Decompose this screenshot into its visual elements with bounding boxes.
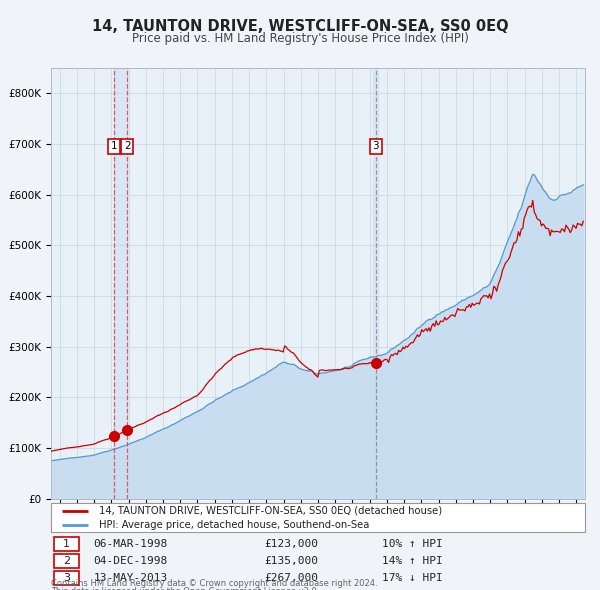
Text: £267,000: £267,000 <box>265 573 319 584</box>
Text: 04-DEC-1998: 04-DEC-1998 <box>94 556 168 566</box>
FancyBboxPatch shape <box>51 503 585 532</box>
Text: 3: 3 <box>63 573 70 584</box>
Text: 1: 1 <box>111 142 118 152</box>
Text: 3: 3 <box>373 142 379 152</box>
Text: 14, TAUNTON DRIVE, WESTCLIFF-ON-SEA, SS0 0EQ (detached house): 14, TAUNTON DRIVE, WESTCLIFF-ON-SEA, SS0… <box>99 506 442 516</box>
Text: Price paid vs. HM Land Registry's House Price Index (HPI): Price paid vs. HM Land Registry's House … <box>131 32 469 45</box>
Text: 1: 1 <box>63 539 70 549</box>
Text: 2: 2 <box>124 142 130 152</box>
Text: 06-MAR-1998: 06-MAR-1998 <box>94 539 168 549</box>
Text: 13-MAY-2013: 13-MAY-2013 <box>94 573 168 584</box>
Text: HPI: Average price, detached house, Southend-on-Sea: HPI: Average price, detached house, Sout… <box>99 520 370 530</box>
Text: 2: 2 <box>63 556 70 566</box>
Text: 14, TAUNTON DRIVE, WESTCLIFF-ON-SEA, SS0 0EQ: 14, TAUNTON DRIVE, WESTCLIFF-ON-SEA, SS0… <box>92 19 508 34</box>
Text: 10% ↑ HPI: 10% ↑ HPI <box>382 539 443 549</box>
FancyBboxPatch shape <box>53 571 79 585</box>
Text: £135,000: £135,000 <box>265 556 319 566</box>
Bar <box>373 68 379 499</box>
FancyBboxPatch shape <box>53 537 79 551</box>
Text: £123,000: £123,000 <box>265 539 319 549</box>
Text: 17% ↓ HPI: 17% ↓ HPI <box>382 573 443 584</box>
Text: Contains HM Land Registry data © Crown copyright and database right 2024.: Contains HM Land Registry data © Crown c… <box>51 579 377 588</box>
Bar <box>115 68 127 499</box>
Text: 14% ↑ HPI: 14% ↑ HPI <box>382 556 443 566</box>
FancyBboxPatch shape <box>53 554 79 568</box>
Text: This data is licensed under the Open Government Licence v3.0.: This data is licensed under the Open Gov… <box>51 588 319 590</box>
